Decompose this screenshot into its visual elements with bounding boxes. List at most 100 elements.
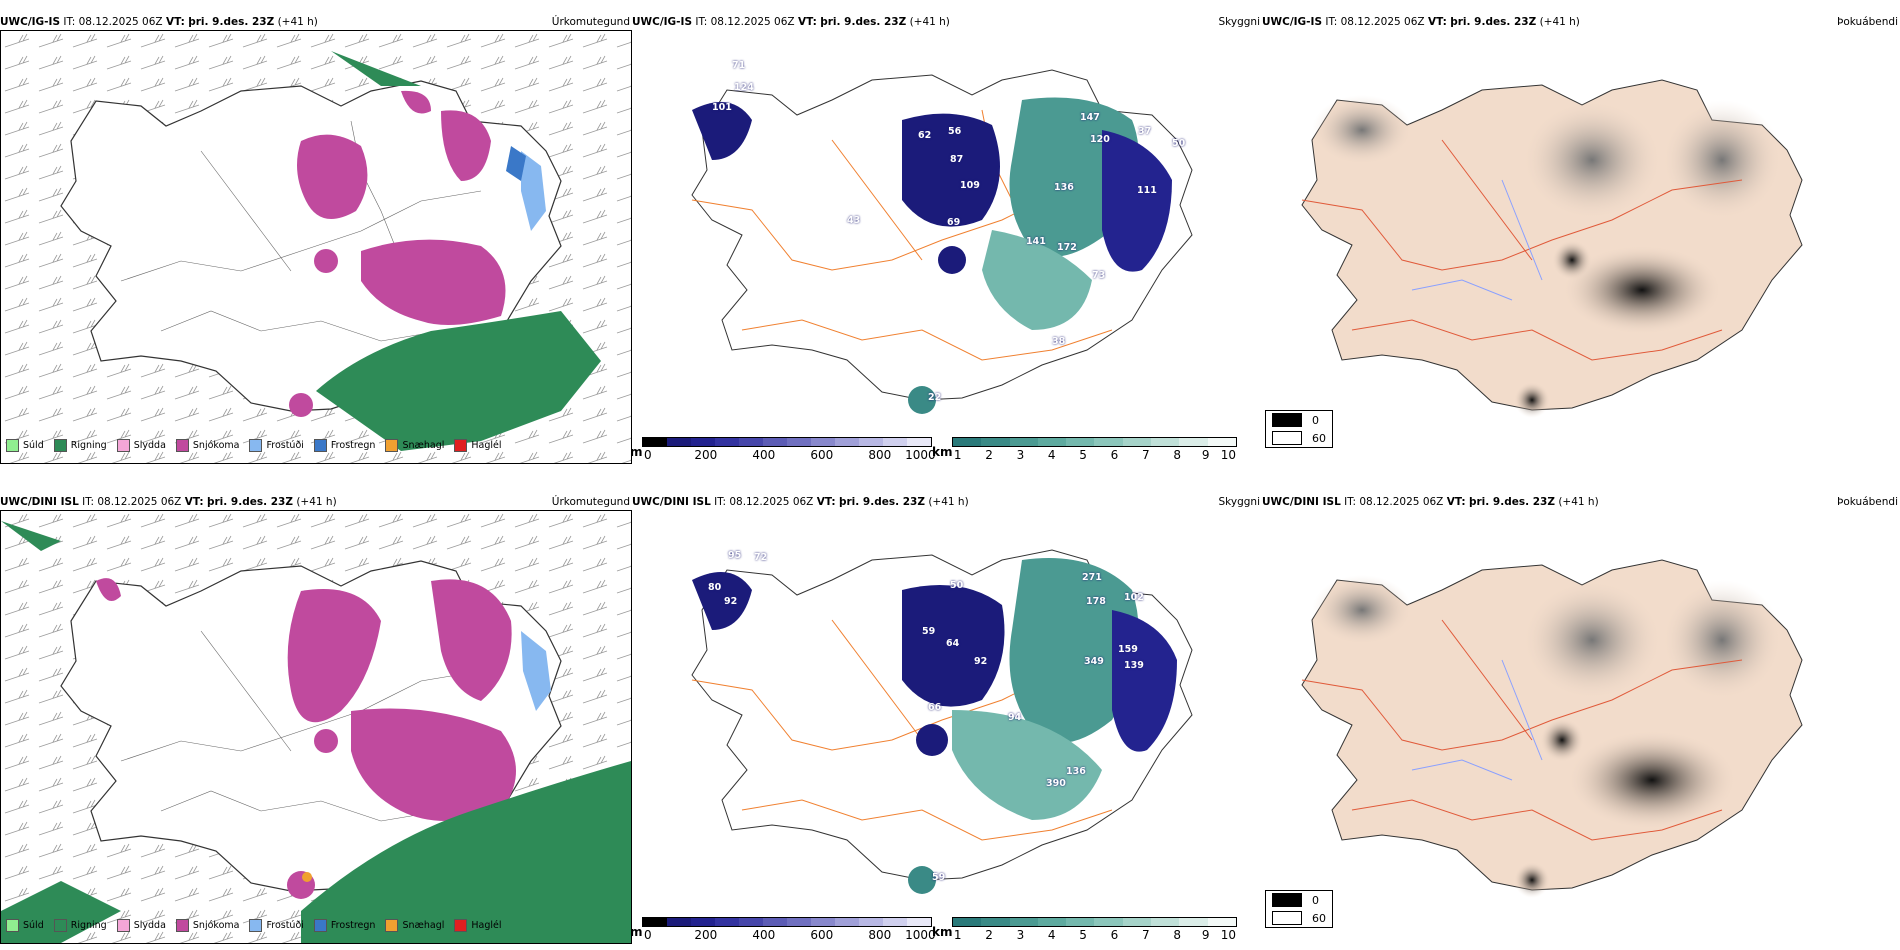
model-name: UWC/DINI ISL (0, 496, 79, 508)
row2-fog-header: UWC/DINI ISL IT: 08.12.2025 06Z VT: þri.… (1262, 496, 1898, 508)
visibility-label: 59 (932, 872, 946, 883)
precip-map-svg (1, 511, 631, 943)
panel-title: Þokuábendi (1837, 496, 1898, 508)
panel-title: Skyggni (1218, 496, 1261, 508)
cloud-base-colorbar: m 0 200 400 600 800 1000 (630, 437, 936, 462)
visibility-label: 37 (1138, 126, 1152, 137)
visibility-label: 147 (1080, 112, 1100, 123)
legend-item: Rigning (53, 438, 107, 452)
visibility-label: 38 (1052, 336, 1066, 347)
legend-item: Súld (6, 438, 44, 452)
visibility-label: 50 (1172, 138, 1186, 149)
model-name: UWC/IG-IS (0, 16, 61, 28)
panel-title: Úrkomutegund (551, 16, 630, 28)
visibility-label: 72 (754, 552, 768, 563)
precip-type-map (0, 30, 632, 464)
legend-item: Slydda (116, 438, 166, 452)
visibility-label: 43 (847, 215, 861, 226)
visibility-label: 124 (734, 82, 754, 93)
visibility-label: 92 (974, 656, 988, 667)
precip-map-svg (1, 31, 631, 463)
visibility-label: 390 (1046, 778, 1066, 789)
row1-precip-header: UWC/IG-IS IT: 08.12.2025 06Z VT: þri. 9.… (0, 16, 630, 28)
precip-areas (1, 521, 631, 943)
row2-visibility-header: UWC/DINI ISL IT: 08.12.2025 06Z VT: þri.… (632, 496, 1261, 508)
fog-index-map (1262, 510, 1900, 910)
legend-item: Frostregn (313, 918, 375, 932)
visibility-label: 94 (1008, 712, 1022, 723)
visibility-label: 73 (1092, 270, 1106, 281)
visibility-map-svg (691, 69, 1193, 414)
visibility-label: 136 (1066, 766, 1086, 777)
visibility-colorbar: km 1 2 3 4 5 6 7 8 9 10 (932, 917, 1237, 942)
visibility-label: 50 (950, 580, 964, 591)
visibility-label: 80 (708, 582, 722, 593)
legend-item: Frostregn (313, 438, 375, 452)
rivers (1411, 179, 1543, 301)
visibility-label: 22 (928, 392, 942, 403)
visibility-label: 349 (1084, 656, 1104, 667)
panel-title: Skyggni (1218, 16, 1261, 28)
precip-legend: Súld Rigning Slydda Snjókoma Frostúði Fr… (6, 435, 502, 455)
visibility-label: 59 (922, 626, 936, 637)
visibility-label: 92 (724, 596, 738, 607)
legend-item: Súld (6, 918, 44, 932)
fog-map-svg (1301, 79, 1803, 418)
visibility-label: 102 (1124, 592, 1144, 603)
visibility-label: 111 (1137, 185, 1157, 196)
visibility-label: 139 (1124, 660, 1144, 671)
row2-precip-panel: UWC/DINI ISL IT: 08.12.2025 06Z VT: þri.… (0, 494, 632, 944)
row1-precip-panel: UWC/IG-IS IT: 08.12.2025 06Z VT: þri. 9.… (0, 14, 632, 464)
row2-visibility-panel: UWC/DINI ISL IT: 08.12.2025 06Z VT: þri.… (630, 494, 1262, 944)
visibility-label: 141 (1026, 236, 1046, 247)
visibility-label: 172 (1057, 242, 1077, 253)
visibility-map-svg (691, 549, 1193, 894)
visibility-map: 71 101 124 43 62 56 87 109 147 120 37 50… (632, 30, 1262, 430)
row1-fog-header: UWC/IG-IS IT: 08.12.2025 06Z VT: þri. 9.… (1262, 16, 1898, 28)
visibility-label: 101 (712, 102, 732, 113)
row2-fog-panel: UWC/DINI ISL IT: 08.12.2025 06Z VT: þri.… (1262, 494, 1900, 944)
legend-item: Snjókoma (175, 918, 239, 932)
visibility-label: 71 (732, 60, 746, 71)
visibility-map: 95 72 80 92 50 271 178 102 59 64 92 349 … (632, 510, 1262, 910)
legend-item: Frostúði (249, 438, 304, 452)
precip-type-map (0, 510, 632, 944)
visibility-areas (692, 558, 1177, 894)
visibility-colorbar: km 1 2 3 4 5 6 7 8 9 10 (932, 437, 1237, 462)
cloud-base-colorbar: m 0 200 400 600 800 1000 (630, 917, 936, 942)
legend-item: Haglél (454, 918, 502, 932)
row2-precip-header: UWC/DINI ISL IT: 08.12.2025 06Z VT: þri.… (0, 496, 630, 508)
rivers (1411, 659, 1543, 781)
row1-visibility-panel: UWC/IG-IS IT: 08.12.2025 06Z VT: þri. 9.… (630, 14, 1262, 464)
visibility-label: 271 (1082, 572, 1102, 583)
visibility-label: 95 (728, 550, 742, 561)
visibility-label: 178 (1086, 596, 1106, 607)
visibility-label: 62 (918, 130, 932, 141)
row1-fog-panel: UWC/IG-IS IT: 08.12.2025 06Z VT: þri. 9.… (1262, 14, 1900, 464)
fog-map-svg (1301, 559, 1803, 898)
legend-item: Rigning (53, 918, 107, 932)
fog-legend: 0 60 (1265, 890, 1333, 928)
visibility-label: 69 (947, 217, 961, 228)
legend-item: Snæhagl (385, 438, 444, 452)
fog-index-map (1262, 30, 1900, 430)
visibility-label: 136 (1054, 182, 1074, 193)
legend-item: Snjókoma (175, 438, 239, 452)
panel-title: Þokuábendi (1837, 16, 1898, 28)
legend-item: Snæhagl (385, 918, 444, 932)
visibility-label: 159 (1118, 644, 1138, 655)
legend-item: Haglél (454, 438, 502, 452)
visibility-areas (692, 97, 1172, 414)
visibility-label: 64 (946, 638, 960, 649)
visibility-label: 56 (948, 126, 962, 137)
visibility-label: 87 (950, 154, 964, 165)
roads (1301, 619, 1743, 841)
roads (120, 630, 482, 822)
visibility-label: 120 (1090, 134, 1110, 145)
roads (1301, 139, 1743, 361)
visibility-label: 66 (928, 702, 942, 713)
legend-item: Slydda (116, 918, 166, 932)
row1-visibility-header: UWC/IG-IS IT: 08.12.2025 06Z VT: þri. 9.… (632, 16, 1261, 28)
fog-legend: 0 60 (1265, 410, 1333, 448)
precip-areas (289, 51, 601, 451)
